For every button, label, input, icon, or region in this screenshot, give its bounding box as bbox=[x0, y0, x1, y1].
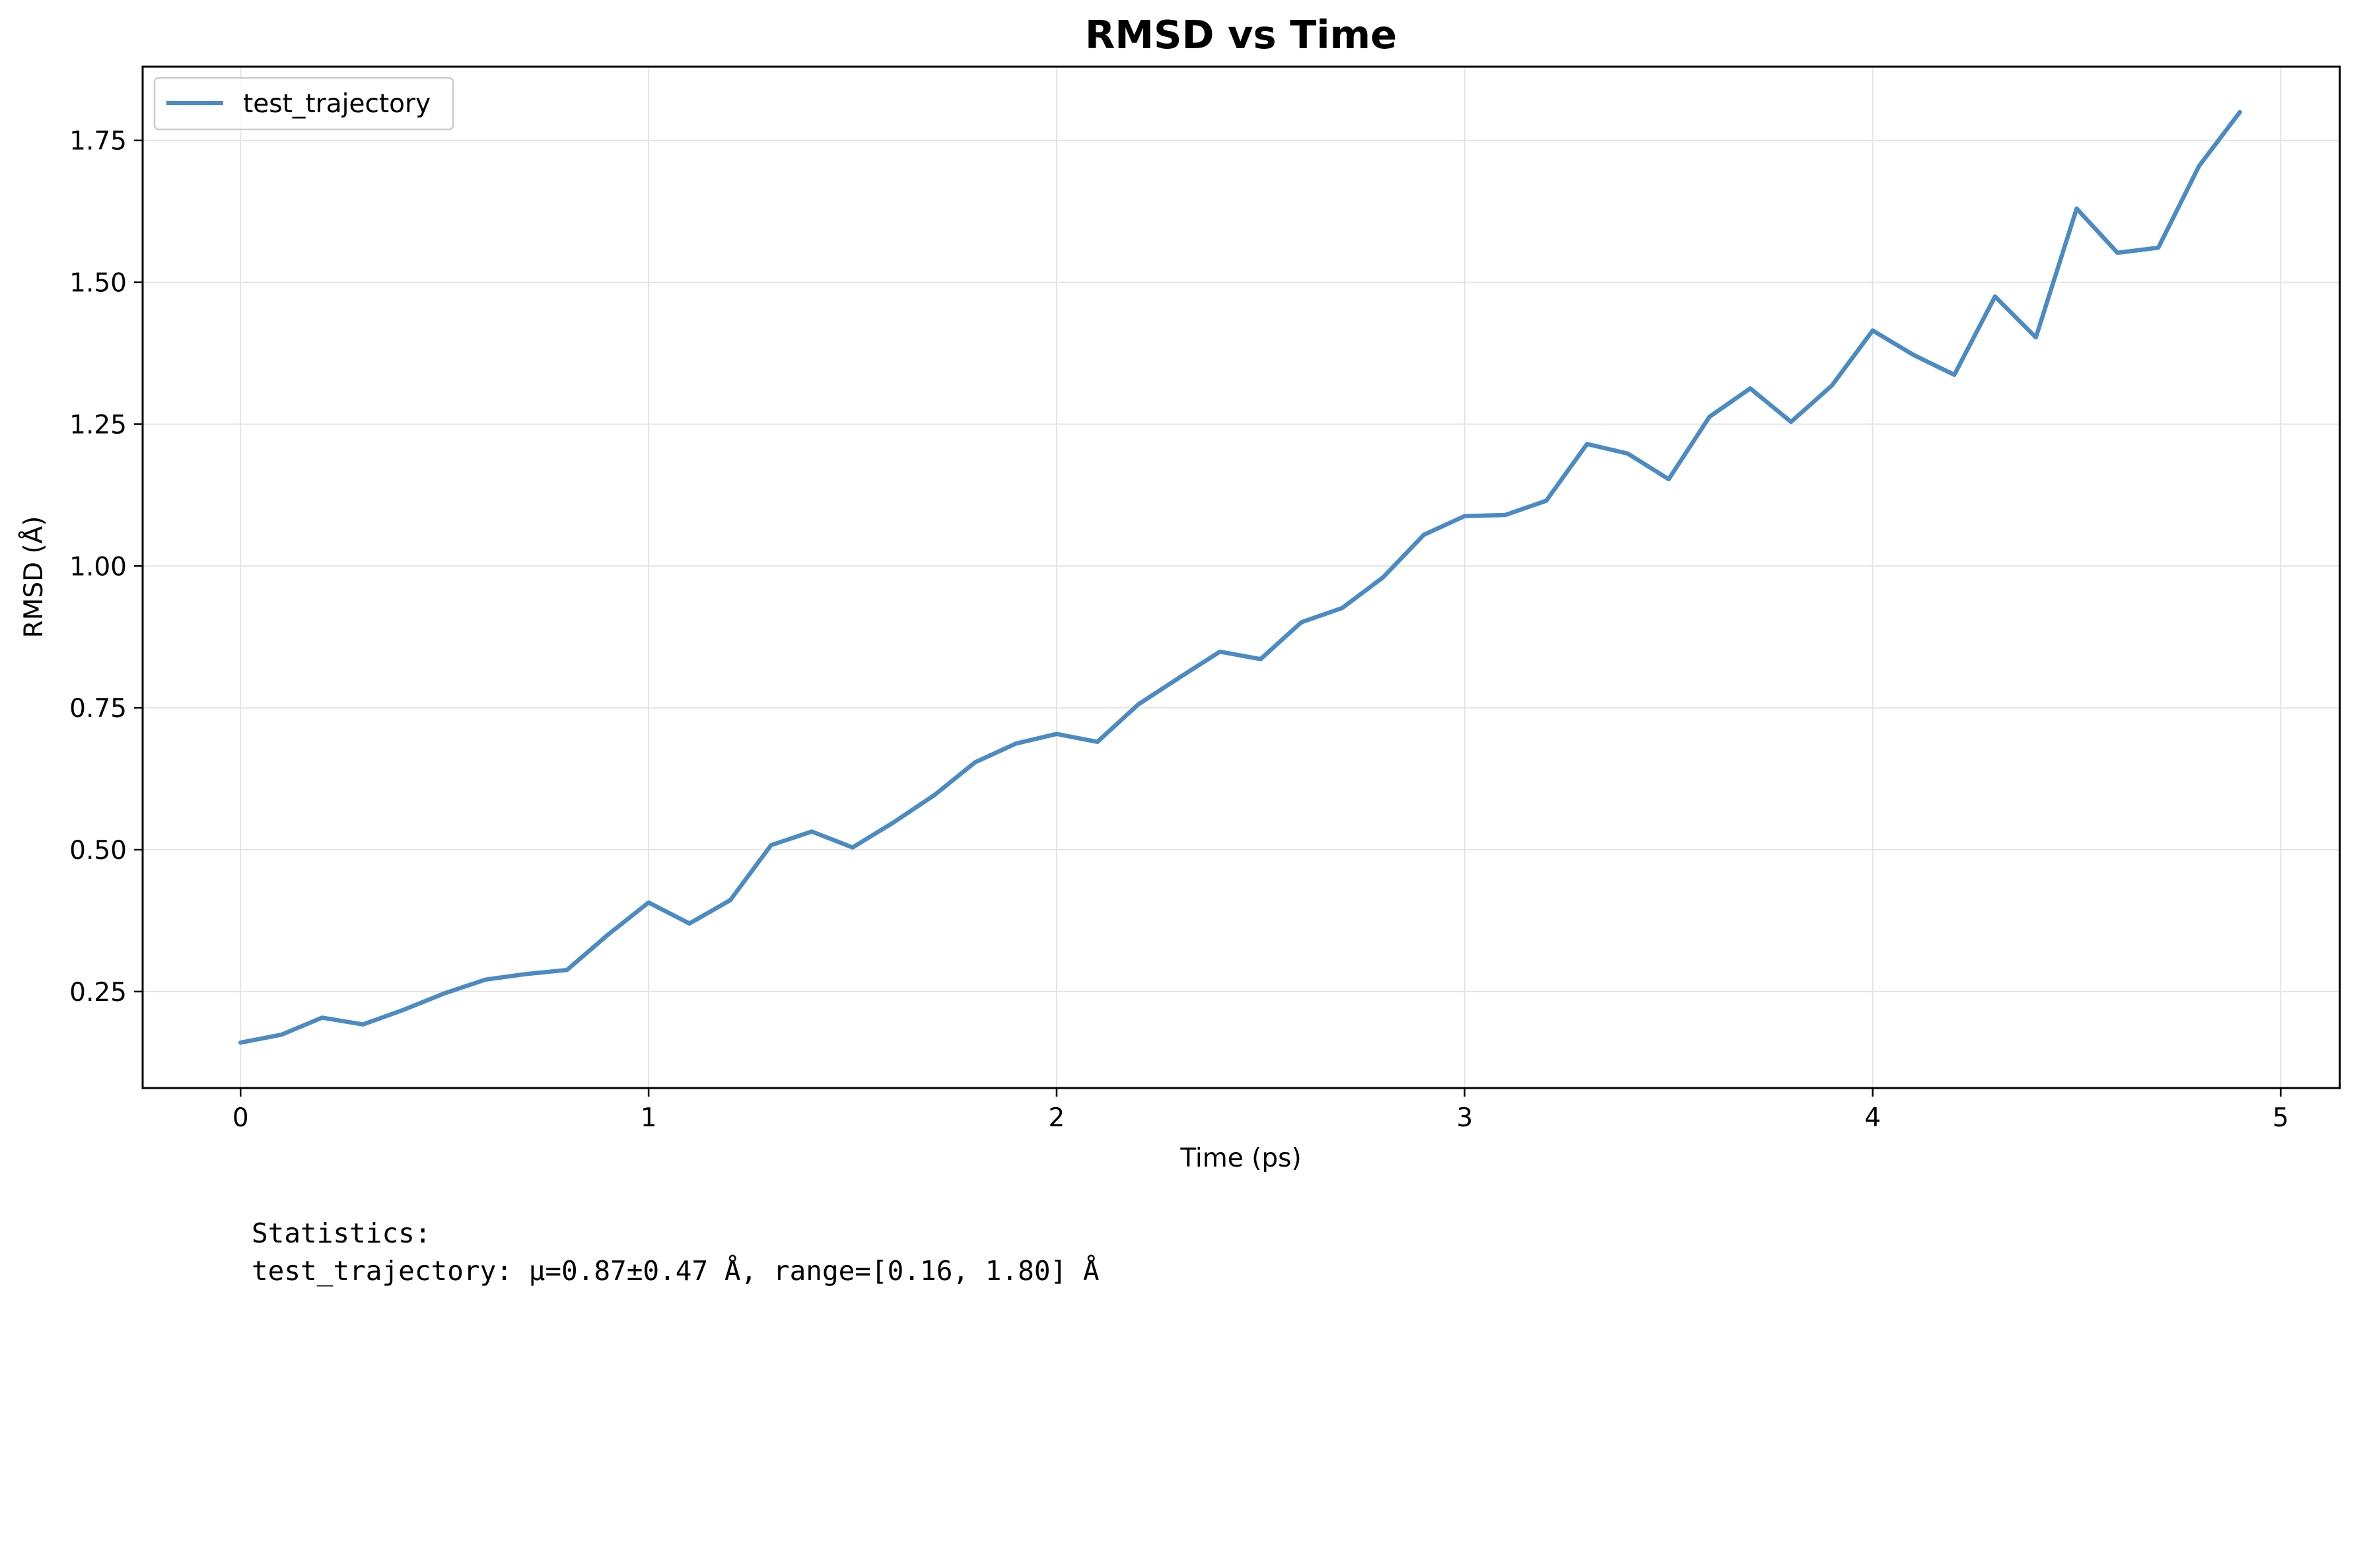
series-line-test_trajectory bbox=[238, 110, 2242, 1045]
x-tick-label: 5 bbox=[2272, 1103, 2289, 1133]
legend-label: test_trajectory bbox=[243, 89, 431, 119]
y-tick-label: 1.75 bbox=[69, 127, 127, 156]
grid bbox=[143, 67, 2340, 1088]
legend-box bbox=[153, 77, 454, 131]
y-tick-label: 1.25 bbox=[69, 410, 127, 440]
x-tick-label: 2 bbox=[1049, 1103, 1065, 1133]
x-tick-label: 1 bbox=[641, 1103, 657, 1133]
plot-frame bbox=[141, 65, 2341, 1089]
y-tick-label: 1.00 bbox=[69, 552, 127, 582]
x-tick-label: 0 bbox=[232, 1103, 249, 1133]
legend: test_trajectory bbox=[153, 77, 454, 131]
stats-summary: test_trajectory: μ=0.87±0.47 Å, range=[0… bbox=[252, 1255, 1100, 1287]
x-axis-label: Time (ps) bbox=[1180, 1143, 1301, 1173]
chart-title: RMSD vs Time bbox=[1085, 12, 1397, 57]
x-tick-label: 4 bbox=[1864, 1103, 1881, 1133]
y-axis-label: RMSD (Å) bbox=[18, 516, 49, 638]
series-layer bbox=[238, 110, 2242, 1045]
y-tick-label: 1.50 bbox=[69, 269, 127, 298]
y-tick-label: 0.50 bbox=[69, 836, 127, 866]
y-tick-label: 0.75 bbox=[69, 694, 127, 724]
x-tick-label: 3 bbox=[1456, 1103, 1473, 1133]
y-tick-label: 0.25 bbox=[69, 978, 127, 1007]
stats-heading: Statistics: bbox=[252, 1217, 431, 1249]
ticks: 0 1 2 3 4 5 0.25 0.50 0.75 1.00 1.25 1.50 1.75 bbox=[69, 127, 2289, 1133]
